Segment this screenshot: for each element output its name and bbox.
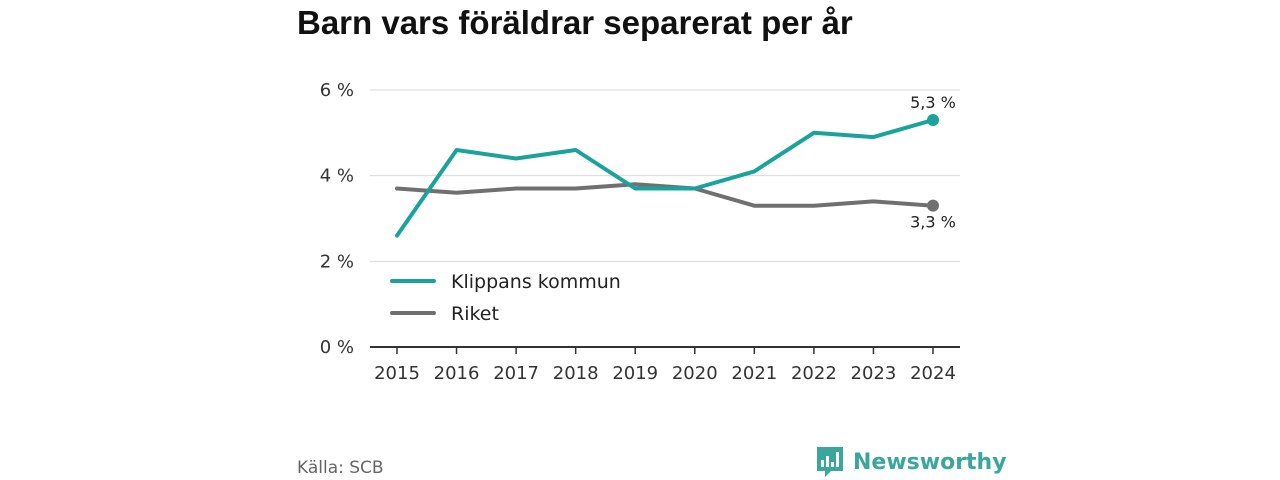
y-tick-label: 0 %: [320, 337, 354, 358]
x-tick-label: 2019: [612, 363, 658, 384]
y-tick-label: 2 %: [320, 251, 354, 272]
x-tick-label: 2024: [910, 363, 956, 384]
source-note: Källa: SCB: [297, 458, 384, 478]
series-lines: [395, 113, 939, 238]
series-end-point-klippans-kommun: [927, 113, 939, 126]
series-line-klippans-kommun: [395, 118, 935, 238]
y-tick-label: 6 %: [320, 80, 354, 101]
y-axis-ticks: 0 % 2 % 4 % 6 %: [320, 80, 354, 358]
chart-title: Barn vars föräldrar separerat per år: [297, 4, 853, 41]
brand-logo[interactable]: Newsworthy: [815, 446, 1007, 478]
x-tick-label: 2015: [374, 363, 420, 384]
end-label: 5,3 %: [910, 93, 956, 112]
series-line-riket: [395, 182, 935, 208]
x-tick-label: 2023: [851, 363, 897, 384]
gridlines: [370, 89, 960, 348]
end-labels: 5,3 % 3,3 %: [910, 93, 956, 232]
x-tick-label: 2017: [493, 363, 539, 384]
x-tick-label: 2022: [791, 363, 837, 384]
x-tick-label: 2021: [731, 363, 777, 384]
x-tick-label: 2016: [434, 363, 480, 384]
y-tick-label: 4 %: [320, 166, 354, 187]
brand-name: Newsworthy: [853, 449, 1007, 475]
x-tick-label: 2018: [553, 363, 599, 384]
legend: Klippans kommun Riket: [390, 271, 621, 325]
legend-label: Klippans kommun: [451, 271, 621, 293]
series-end-point-riket: [927, 199, 939, 212]
legend-label: Riket: [451, 303, 499, 325]
bar-chart-speech-bubble-icon: [817, 447, 843, 477]
x-axis-ticks: 2015 2016 2017 2018 2019 2020 2021 2022 2023 2024: [374, 347, 956, 384]
end-label: 3,3 %: [910, 213, 956, 232]
x-tick-label: 2020: [672, 363, 718, 384]
